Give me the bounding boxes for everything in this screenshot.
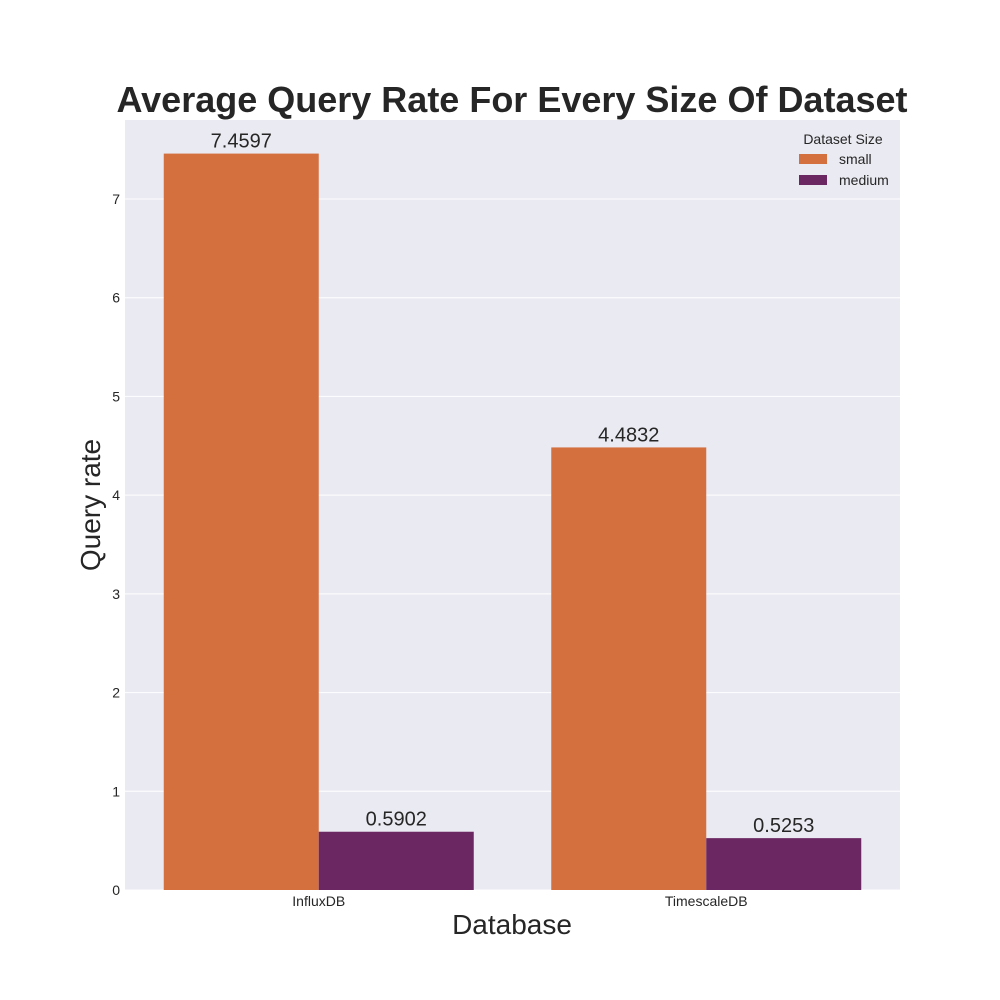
bars (163, 153, 862, 890)
legend-label-small: small (839, 151, 872, 167)
data-label-small-timescaledb: 4.4832 (598, 424, 659, 446)
y-tick-label: 5 (112, 388, 120, 404)
y-axis-label: Query rate (75, 439, 106, 571)
y-tick-label: 1 (112, 783, 120, 799)
y-tick-label: 3 (112, 586, 120, 602)
bar-medium-influxdb (318, 831, 474, 890)
data-label-medium-influxdb: 0.5902 (366, 809, 427, 831)
chart-title: Average Query Rate For Every Size Of Dat… (117, 79, 908, 120)
bar-medium-timescaledb (706, 838, 862, 890)
x-axis-ticks: InfluxDB TimescaleDB (292, 893, 747, 909)
y-tick-label: 6 (112, 290, 120, 306)
legend: Dataset Size small medium (799, 131, 889, 188)
bar-small-influxdb (163, 153, 319, 890)
legend-swatch-small (799, 154, 827, 164)
legend-swatch-medium (799, 175, 827, 185)
bar-small-timescaledb (551, 447, 707, 890)
y-tick-label: 4 (112, 487, 120, 503)
y-axis-ticks: 0 1 2 3 4 5 6 7 (112, 191, 120, 898)
legend-title: Dataset Size (803, 131, 883, 147)
data-labels: 7.4597 0.5902 4.4832 0.5253 (211, 131, 815, 838)
y-tick-label: 0 (112, 882, 120, 898)
x-tick-label: TimescaleDB (665, 893, 748, 909)
y-tick-label: 2 (112, 685, 120, 701)
y-tick-label: 7 (112, 191, 120, 207)
x-tick-label: InfluxDB (292, 893, 345, 909)
data-label-medium-timescaledb: 0.5253 (753, 815, 814, 837)
legend-label-medium: medium (839, 172, 889, 188)
x-axis-label: Database (452, 909, 572, 940)
data-label-small-influxdb: 7.4597 (211, 131, 272, 153)
